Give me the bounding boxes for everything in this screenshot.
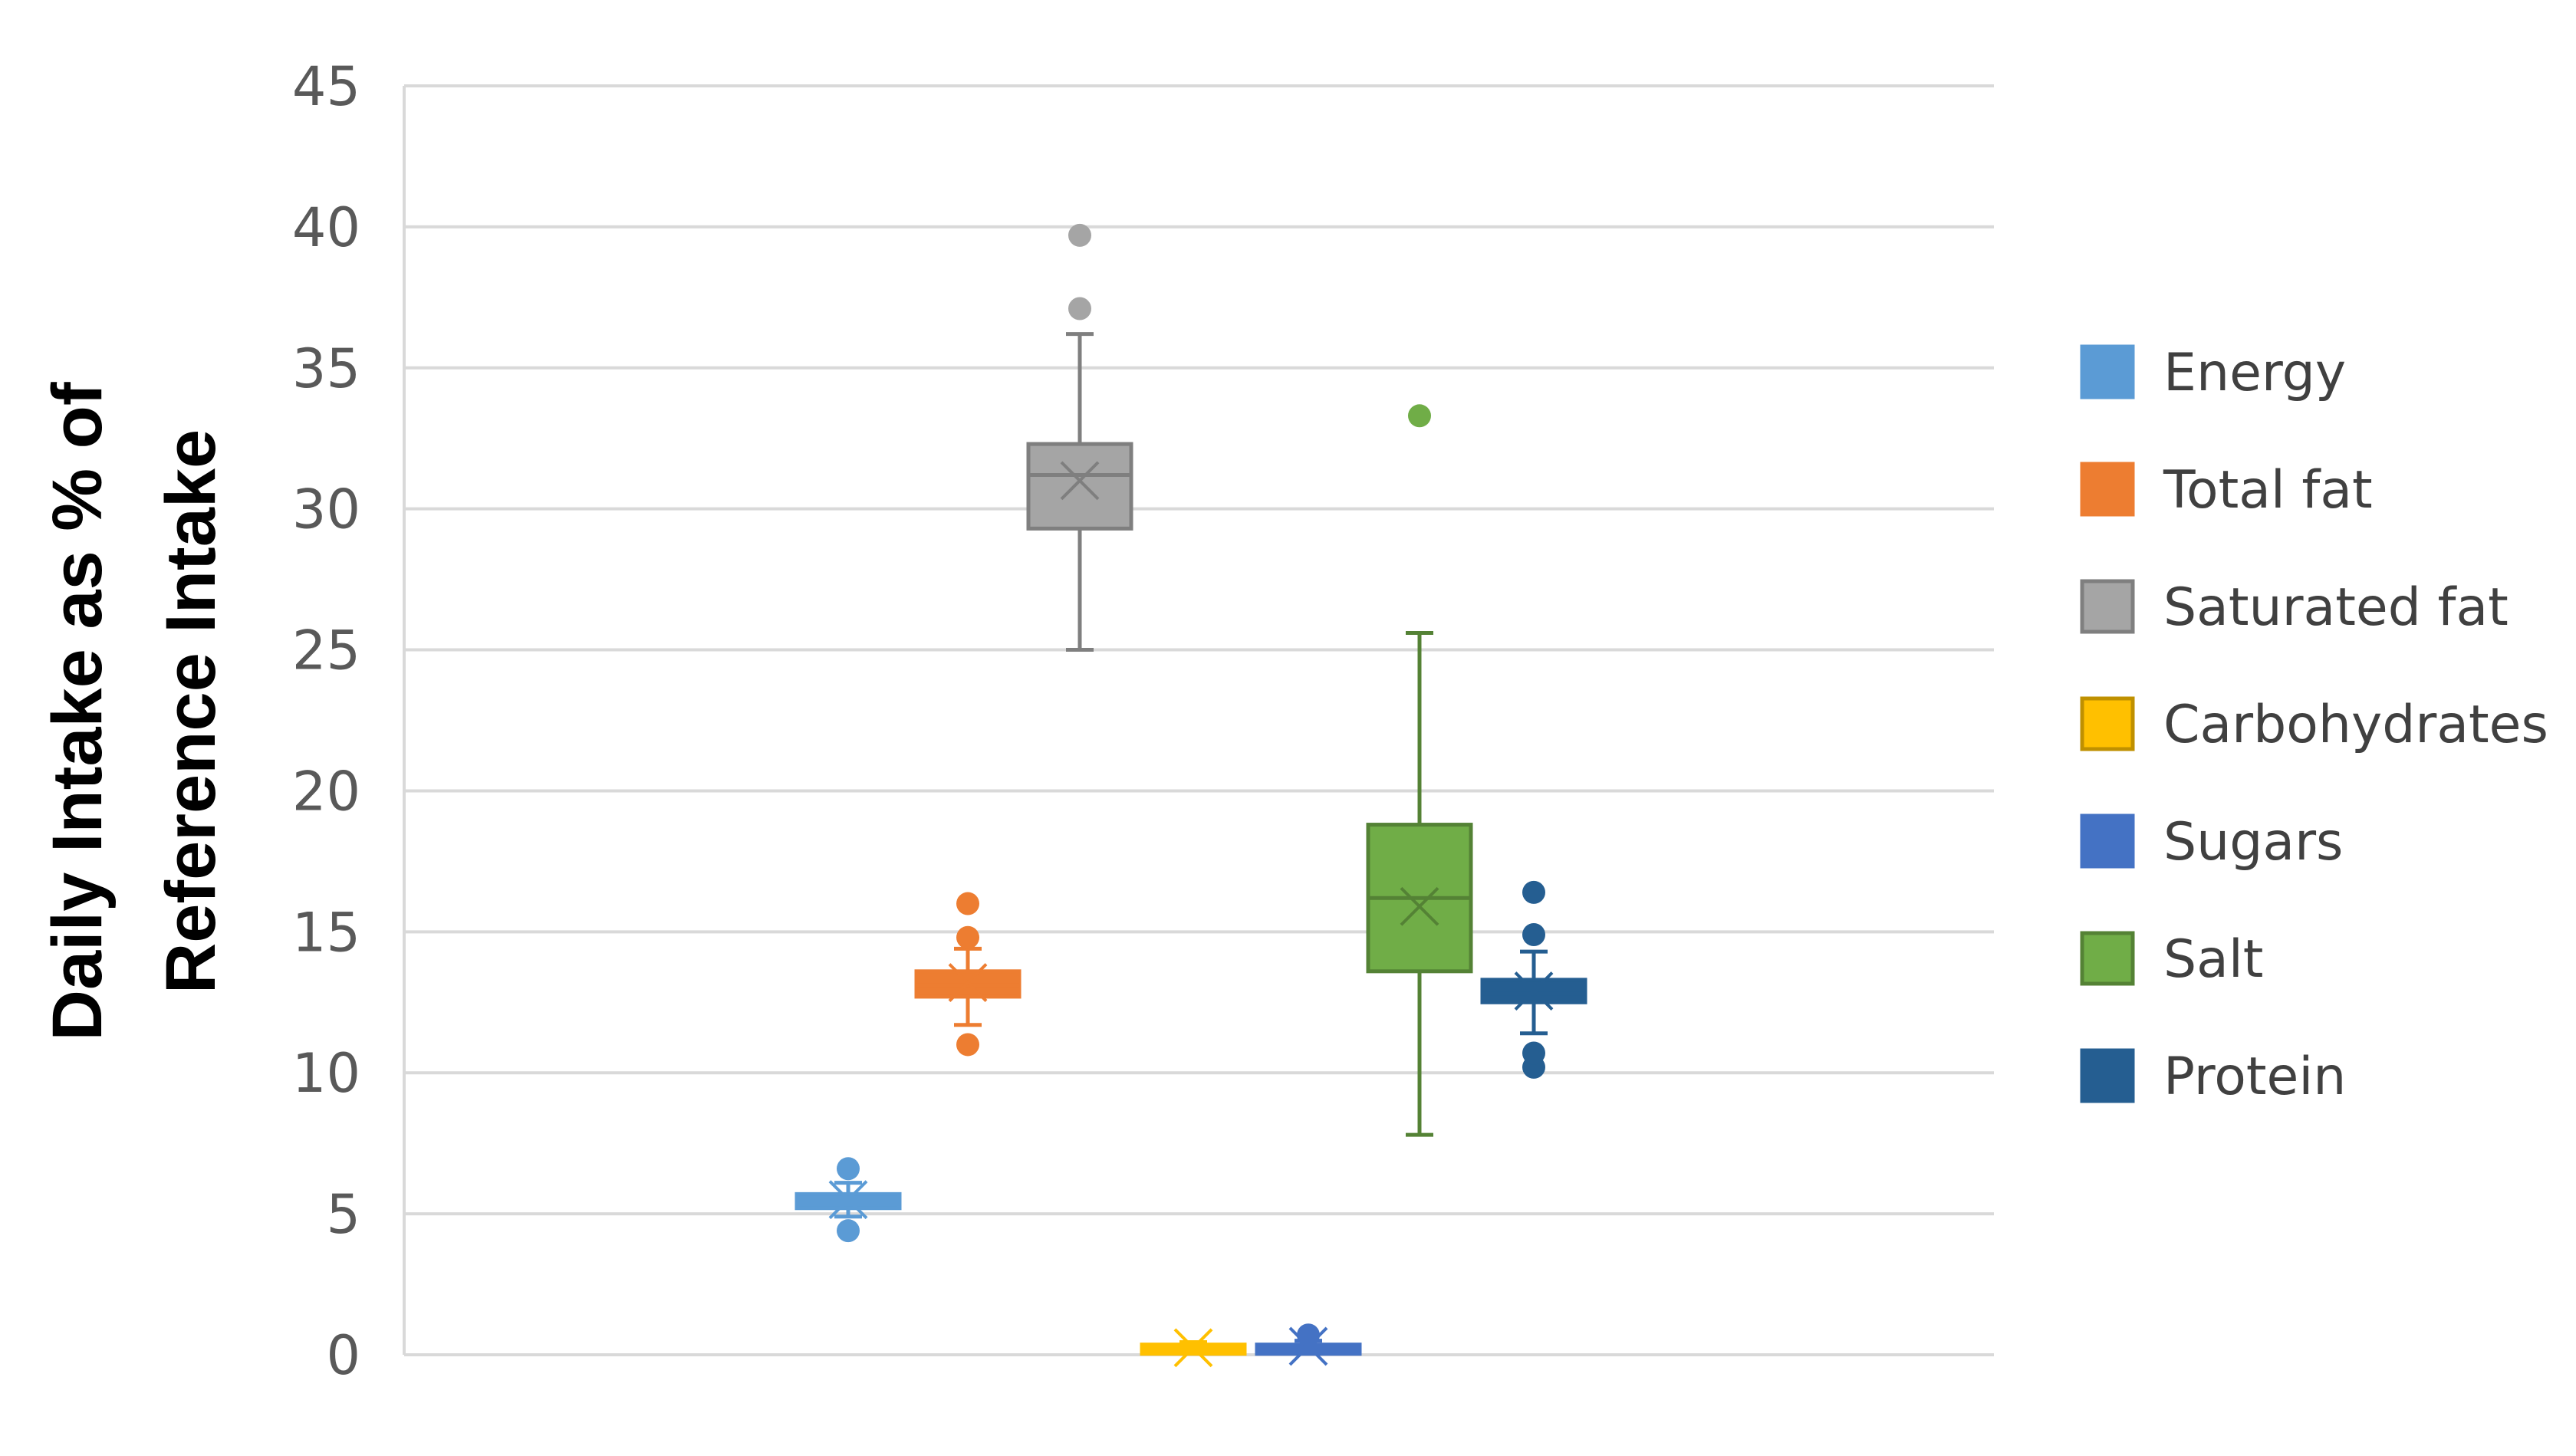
legend: Energy Total fat Saturated fat Carbohydrate… bbox=[2080, 343, 2548, 1107]
outlier-point bbox=[1522, 880, 1545, 904]
y-axis-title-line-1: Daily Intake as % of bbox=[38, 382, 117, 1040]
legend-item-sugars: Sugars bbox=[2080, 812, 2343, 873]
legend-swatch bbox=[2080, 696, 2135, 751]
outlier-point bbox=[956, 892, 979, 915]
mean-marker bbox=[1173, 1328, 1213, 1368]
y-axis-title: Daily Intake as % of Reference Intake bbox=[38, 382, 230, 1040]
box-protein bbox=[1480, 880, 1587, 1079]
y-tick-label: 40 bbox=[292, 196, 360, 259]
mean-marker bbox=[828, 1180, 868, 1220]
outlier-point bbox=[1068, 223, 1091, 247]
y-tick-label: 35 bbox=[292, 337, 360, 400]
y-axis-tick-labels: 0 5 10 15 20 25 30 35 40 45 bbox=[292, 55, 360, 1387]
outlier-point bbox=[837, 1157, 860, 1181]
box-total-fat bbox=[914, 892, 1022, 1057]
legend-item-protein: Protein bbox=[2080, 1047, 2346, 1107]
legend-label: Total fat bbox=[2163, 460, 2373, 521]
y-tick-label: 10 bbox=[292, 1042, 360, 1105]
mean-marker bbox=[1060, 461, 1100, 501]
legend-label: Energy bbox=[2163, 343, 2346, 403]
y-tick-label: 15 bbox=[292, 901, 360, 964]
y-tick-label: 30 bbox=[292, 478, 360, 541]
box-sugars bbox=[1255, 1323, 1362, 1366]
y-axis-title-line-2: Reference Intake bbox=[152, 429, 230, 994]
box-carbohydrates bbox=[1140, 1328, 1247, 1368]
outlier-point bbox=[1068, 297, 1091, 320]
outlier-point bbox=[956, 1033, 979, 1057]
box-body bbox=[1480, 978, 1587, 1004]
legend-item-salt: Salt bbox=[2080, 929, 2263, 990]
legend-label: Saturated fat bbox=[2163, 577, 2509, 638]
outlier-point bbox=[956, 925, 979, 949]
outlier-point bbox=[1408, 404, 1431, 428]
legend-swatch bbox=[2080, 813, 2135, 869]
mean-marker bbox=[1400, 886, 1439, 926]
legend-swatch bbox=[2080, 579, 2135, 634]
box-body bbox=[1026, 442, 1133, 531]
y-tick-label: 25 bbox=[292, 620, 360, 682]
outlier-point bbox=[1522, 1041, 1545, 1065]
legend-item-total-fat: Total fat bbox=[2080, 460, 2373, 521]
box-saturated-fat bbox=[1026, 223, 1133, 652]
box-salt bbox=[1366, 404, 1473, 1137]
legend-item-saturated-fat: Saturated fat bbox=[2080, 577, 2509, 638]
legend-label: Protein bbox=[2163, 1047, 2346, 1107]
legend-swatch bbox=[2080, 931, 2135, 986]
legend-label: Sugars bbox=[2163, 812, 2343, 873]
mean-marker bbox=[1514, 971, 1554, 1011]
outlier-point bbox=[1297, 1323, 1320, 1347]
legend-swatch bbox=[2080, 462, 2135, 517]
gridlines bbox=[404, 84, 1994, 1356]
outlier-point bbox=[837, 1219, 860, 1243]
y-tick-label: 45 bbox=[292, 55, 360, 118]
y-tick-label: 0 bbox=[326, 1324, 360, 1387]
legend-item-carbohydrates: Carbohydrates bbox=[2080, 695, 2548, 755]
legend-swatch bbox=[2080, 344, 2135, 399]
y-tick-label: 5 bbox=[326, 1183, 360, 1246]
legend-item-energy: Energy bbox=[2080, 343, 2346, 403]
outlier-point bbox=[1522, 923, 1545, 947]
y-tick-label: 20 bbox=[292, 760, 360, 823]
box-plot-series bbox=[795, 223, 1587, 1368]
box-energy bbox=[795, 1157, 902, 1243]
legend-swatch bbox=[2080, 1048, 2135, 1103]
legend-label: Salt bbox=[2163, 929, 2263, 990]
mean-marker bbox=[948, 963, 988, 1002]
legend-label: Carbohydrates bbox=[2163, 695, 2548, 755]
